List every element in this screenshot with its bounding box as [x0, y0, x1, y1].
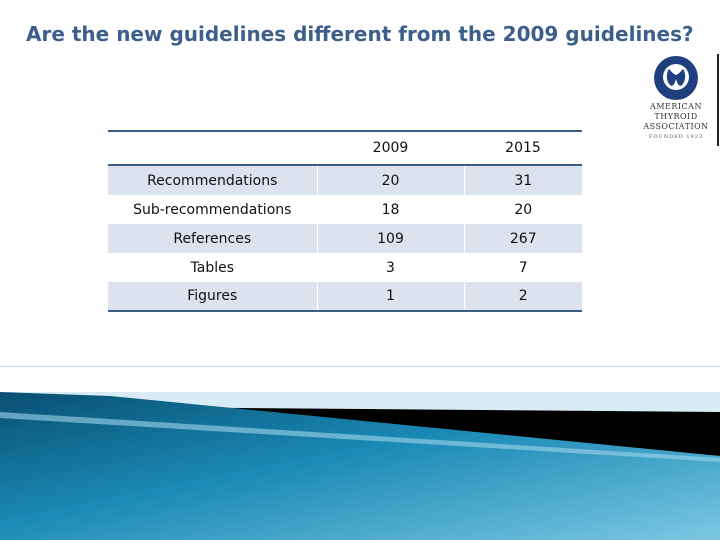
logo-line-1: AMERICAN: [650, 102, 702, 111]
cell-2015: 267: [463, 224, 582, 253]
logo-org-name: AMERICAN THYROID ASSOCIATION: [636, 102, 716, 132]
row-label: References: [108, 224, 317, 253]
cell-2009: 18: [316, 195, 464, 224]
logo-founded: FOUNDED 1923: [648, 134, 704, 140]
row-label: Figures: [108, 282, 317, 312]
cell-2015: 7: [463, 253, 582, 282]
cell-2009: 3: [316, 253, 464, 282]
cell-2009: 1: [316, 282, 464, 312]
row-label: Sub-recommendations: [133, 201, 292, 218]
cell-2015: 31: [463, 165, 582, 195]
cell-2015: 20: [463, 195, 582, 224]
thyroid-seal-icon: [654, 56, 698, 100]
header-2009: 2009: [317, 130, 464, 166]
header-2015: 2015: [464, 130, 582, 166]
table-row: Tables 3 7: [108, 253, 582, 282]
table-row: Figures 1 2: [108, 282, 582, 312]
slide-title: Are the new guidelines different from th…: [26, 22, 694, 46]
logo-divider: [717, 54, 719, 146]
table-header-row: 2009 2015: [108, 130, 582, 166]
decorative-footer-band: [0, 366, 720, 540]
guidelines-comparison-table: 2009 2015 Recommendations 20 31 Sub-reco…: [108, 130, 582, 312]
table-row: Recommendations 20 31: [108, 165, 582, 195]
logo-line-2: THYROID: [654, 112, 698, 121]
row-label: Recommendations: [108, 165, 317, 195]
cell-2009: 109: [316, 224, 464, 253]
table-row: References 109 267: [108, 224, 582, 253]
table-row: Sub-recommendations 18 20: [108, 195, 582, 224]
logo-line-3: ASSOCIATION: [643, 122, 709, 131]
ata-logo: AMERICAN THYROID ASSOCIATION FOUNDED 192…: [636, 54, 720, 146]
header-label-col: [108, 130, 317, 166]
cell-2009: 20: [316, 165, 464, 195]
row-label: Tables: [190, 259, 235, 276]
cell-2015: 2: [463, 282, 582, 312]
